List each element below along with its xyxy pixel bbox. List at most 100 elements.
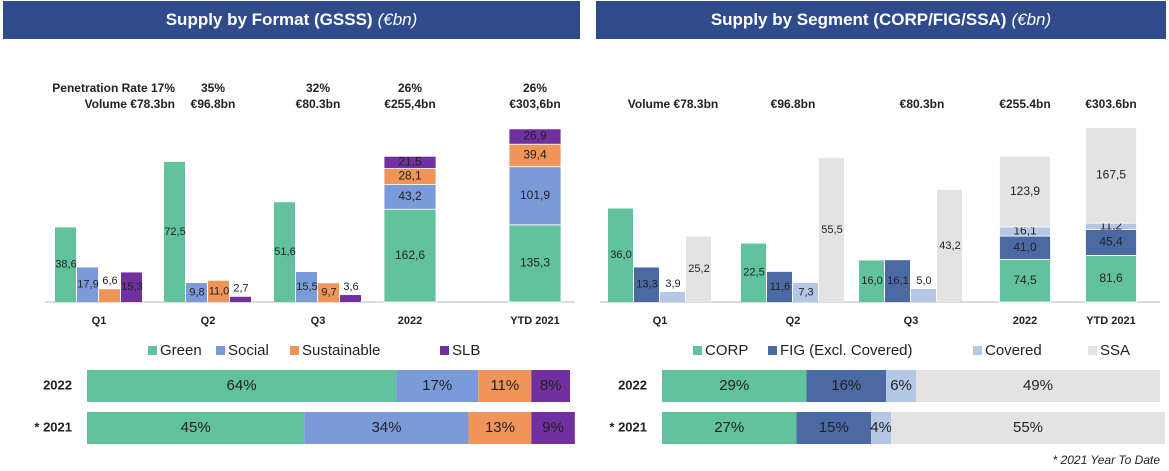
bar-segment	[508, 128, 562, 145]
panel-title: Supply by Segment (CORP/FIG/SSA) (€bn)	[711, 10, 1051, 29]
header-bar	[3, 1, 580, 39]
row-label: 2022	[43, 377, 72, 392]
share-segment	[304, 412, 469, 444]
share-label: 11%	[490, 377, 519, 394]
volume-label: Volume €78.3bn	[85, 97, 175, 111]
share-segment	[87, 412, 305, 444]
value-label: 15,3	[121, 281, 142, 293]
legend-label: Covered	[985, 342, 1042, 359]
bar	[741, 243, 766, 302]
penetration-label: 35%	[201, 81, 225, 95]
value-label: 81,6	[1099, 271, 1123, 285]
value-label: 123,9	[1010, 184, 1040, 198]
bar	[77, 267, 98, 302]
bar-segment	[508, 224, 562, 303]
value-label: 2,7	[233, 283, 248, 295]
value-label: 22,5	[743, 267, 764, 279]
value-label: 16,0	[861, 275, 882, 287]
share-segment	[531, 370, 570, 402]
legend-label: FIG (Excl. Covered)	[780, 342, 913, 359]
bar-segment	[1085, 127, 1137, 224]
penetration-label: 26%	[523, 81, 547, 95]
volume-label: €255,4bn	[384, 97, 435, 111]
share-segment	[468, 412, 532, 444]
header-bar	[596, 1, 1166, 39]
value-label: 17,9	[77, 279, 98, 291]
title-unit: (€bn)	[378, 10, 418, 29]
bar	[767, 271, 792, 302]
bar	[296, 272, 317, 302]
value-label: 41,0	[1013, 240, 1037, 254]
volume-label: €96.8bn	[771, 97, 816, 111]
legend-label: CORP	[705, 342, 748, 359]
value-label: 5,0	[916, 275, 931, 287]
value-label: 74,5	[1013, 273, 1037, 287]
value-label: 43,2	[398, 189, 422, 203]
value-label: 167,5	[1096, 168, 1126, 182]
legend-label: Sustainable	[302, 342, 380, 359]
value-label: 162,6	[395, 248, 425, 262]
title-unit: (€bn)	[1011, 10, 1051, 29]
bar	[186, 283, 207, 302]
bar	[230, 296, 251, 302]
bar	[208, 280, 229, 302]
bar	[859, 260, 884, 302]
bar-segment	[383, 184, 437, 210]
value-label: 15,5	[296, 281, 317, 293]
bar	[686, 236, 711, 302]
bar-segment	[999, 155, 1051, 228]
legend-swatch	[216, 346, 225, 355]
bar	[937, 189, 962, 302]
value-label: 72,5	[164, 226, 185, 238]
share-label: 6%	[890, 377, 912, 394]
share-label: 45%	[181, 419, 211, 436]
bar	[164, 161, 185, 302]
bar	[274, 202, 295, 302]
legend-swatch	[148, 346, 157, 355]
share-label: 15%	[819, 419, 849, 436]
x-tick-label: YTD 2021	[510, 315, 560, 327]
volume-label: €96.8bn	[191, 97, 236, 111]
value-label: 9,8	[189, 286, 204, 298]
share-segment	[915, 370, 1160, 402]
value-label: 43,2	[939, 240, 960, 252]
value-label: 21,5	[398, 155, 422, 169]
bar	[885, 260, 910, 302]
penetration-label: Penetration Rate 17%	[52, 81, 175, 95]
volume-label: €303,6bn	[509, 97, 560, 111]
share-segment	[662, 412, 797, 444]
x-tick-label: YTD 2021	[1086, 315, 1136, 327]
share-label: 8%	[540, 377, 562, 394]
x-tick-label: Q2	[786, 315, 801, 327]
value-label: 3,9	[665, 278, 680, 290]
share-segment	[396, 370, 479, 402]
share-label: 34%	[371, 419, 401, 436]
bar	[340, 295, 361, 302]
legend-swatch	[768, 346, 777, 355]
share-label: 17%	[422, 377, 452, 394]
value-label: 13,3	[636, 279, 657, 291]
share-segment	[886, 370, 916, 402]
bar	[121, 272, 142, 302]
share-segment	[806, 370, 887, 402]
value-label: 11,0	[209, 285, 230, 297]
bar	[634, 267, 659, 302]
value-label: 6,6	[102, 275, 117, 287]
value-label: 3,6	[343, 281, 358, 293]
bar-segment	[383, 208, 437, 303]
row-label: * 2021	[34, 419, 72, 434]
bar-segment	[383, 155, 437, 169]
x-tick-label: Q1	[92, 315, 107, 327]
legend-label: SLB	[452, 342, 480, 359]
legend-swatch	[290, 346, 299, 355]
panel-title: Supply by Format (GSSS) (€bn)	[166, 10, 418, 29]
value-label: 28,1	[398, 169, 422, 183]
value-label: 51,6	[274, 246, 295, 258]
value-label: 36,0	[610, 249, 631, 261]
share-segment	[662, 370, 807, 402]
share-label: 4%	[870, 419, 892, 436]
bar	[819, 157, 844, 302]
x-tick-label: Q2	[201, 315, 216, 327]
volume-label: Volume €78.3bn	[628, 97, 718, 111]
